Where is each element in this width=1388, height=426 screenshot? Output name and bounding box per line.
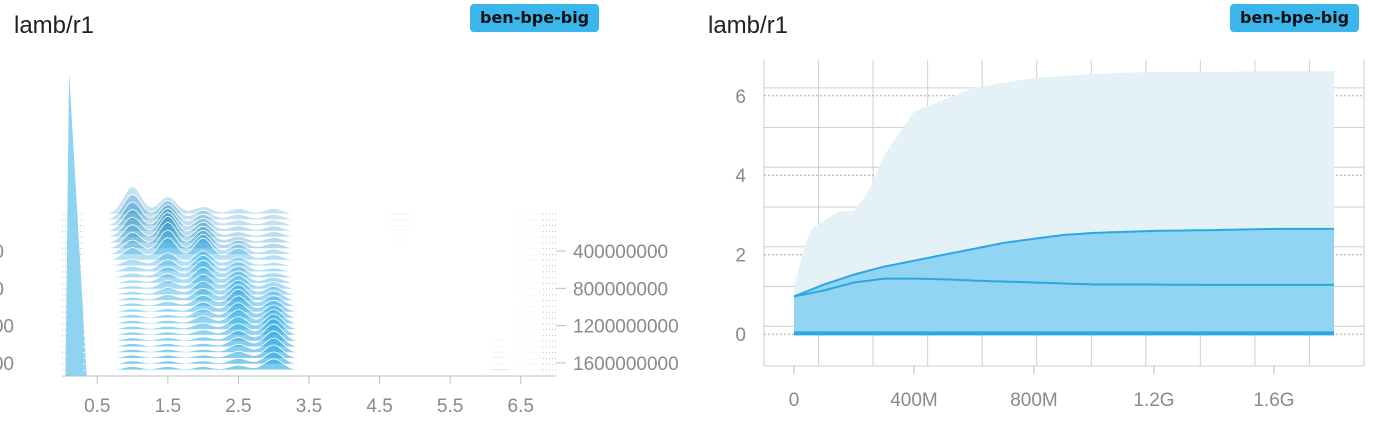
x-tick-label: 1.6G [1253,390,1294,411]
run-badge[interactable]: ben-bpe-big [1230,4,1360,32]
x-tick-label: 0.5 [84,396,110,417]
step-tick-label-partial: 00 [0,317,14,338]
histogram-chart: 0.5 1.5 2.5 3.5 4.5 5.5 6.5 400000000 800000000 1… [0,72,679,417]
histogram-row [83,344,542,359]
histogram-panel: lamb/r1 ben-bpe-big 0.5 1.5 2.5 3.5 4.5 5.5 6.… [0,0,690,426]
step-tick-label: 1200000000 [573,317,679,338]
step-tick-label-partial: 00 [0,354,14,375]
y-tick-label: 2 [735,246,746,267]
histogram-row [83,279,542,296]
x-tick-label: 3.5 [296,396,322,417]
histogram-row [83,337,542,354]
histogram-row [83,215,542,244]
distribution-panel: lamb/r1 ben-bpe-big 0 2 4 6 0 400M 800M 1.2G 1.6… [694,0,1388,426]
histogram-row [83,318,542,336]
histogram-row [83,207,542,232]
histogram-row [83,237,542,261]
x-tick-label: 1.5 [155,396,181,417]
histogram-spike [65,72,87,376]
histogram-row [83,193,542,221]
y-tick-label: 0 [735,325,746,346]
x-tick-label: 400M [890,390,938,411]
y-tick-label: 4 [735,166,746,187]
x-tick-label: 0 [789,390,800,411]
band-inner [794,228,1334,334]
histogram-row [83,254,542,273]
histogram-row [83,288,542,307]
histogram-row [83,250,542,267]
histogram-row [83,295,542,313]
step-tick-label-partial: 0 [0,242,4,263]
x-tick-label: 4.5 [366,396,392,417]
x-tick-label: 1.2G [1133,390,1174,411]
y-tick-label: 6 [735,87,746,108]
histogram-row [83,221,542,250]
histogram-row [83,260,542,278]
histogram-row [83,186,542,215]
step-tick-label: 1600000000 [573,354,679,375]
histogram-row [83,308,542,325]
step-tick-label: 800000000 [573,279,668,300]
histogram-row [83,302,542,319]
x-tick-label: 5.5 [437,396,463,417]
histogram-title: lamb/r1 [14,12,95,39]
histogram-row [83,358,542,371]
run-badge[interactable]: ben-bpe-big [470,4,600,32]
histogram-row [83,229,542,255]
step-tick-label: 400000000 [573,242,668,263]
distribution-title: lamb/r1 [708,12,789,39]
x-tick-label: 800M [1010,390,1058,411]
histogram-row [83,201,542,226]
histogram-row [83,330,542,348]
x-tick-label: 6.5 [508,396,534,417]
series-median-line [793,277,1334,298]
x-tick-label: 2.5 [225,396,251,417]
distribution-chart: 0 2 4 6 0 400M 800M 1.2G 1.6G [735,60,1365,411]
histogram-row [83,351,542,365]
histogram-row [83,266,542,284]
histogram-row [83,273,542,290]
histogram-row [83,313,543,331]
series-upper-line [793,227,1334,298]
step-tick-label-partial: 0 [0,279,4,300]
histogram-row [83,323,542,342]
histogram-row [83,211,542,238]
